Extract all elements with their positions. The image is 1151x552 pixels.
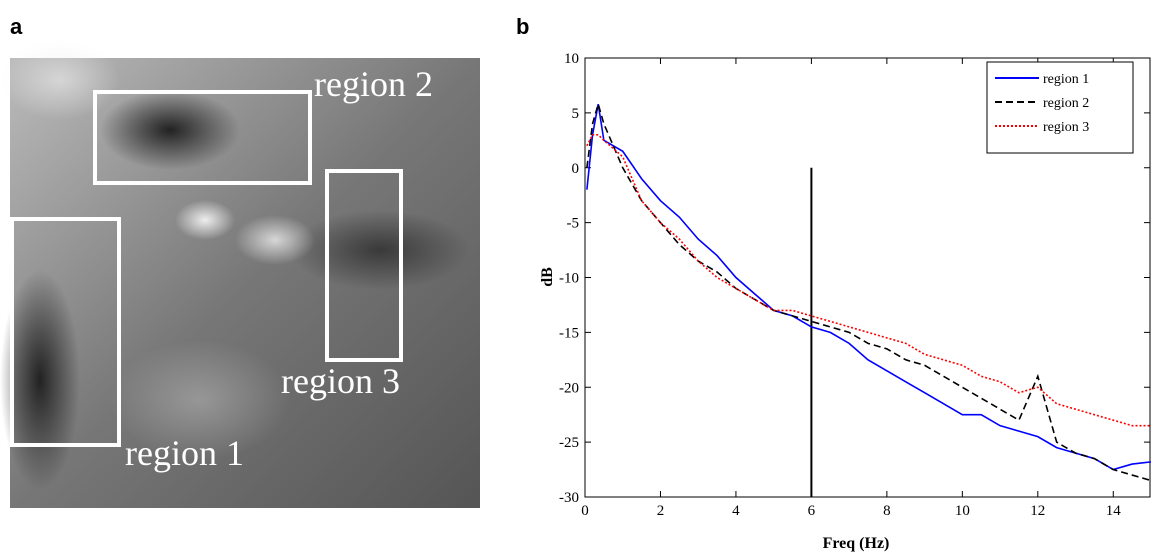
x-tick-label: 14 [1106, 503, 1122, 519]
y-tick-label: -20 [559, 380, 579, 396]
panel-label: b [516, 14, 529, 39]
region-label: region 3 [281, 361, 400, 401]
legend-entry: region 2 [1043, 96, 1089, 111]
y-tick-label: -25 [559, 435, 579, 451]
x-tick-label: 12 [1030, 503, 1045, 519]
panel-label: a [10, 14, 23, 39]
x-axis-title: Freq (Hz) [823, 535, 890, 552]
y-tick-label: -30 [559, 490, 579, 506]
x-tick-label: 10 [955, 503, 970, 519]
photo: region 1 region 2 region 3 [0, 40, 480, 508]
region-label: region 2 [314, 64, 433, 104]
y-axis-title: dB [539, 267, 556, 287]
region-label: region 1 [125, 433, 244, 473]
y-tick-label: -10 [559, 271, 579, 287]
x-tick-label: 2 [657, 503, 665, 519]
legend-entry: region 1 [1043, 72, 1089, 87]
y-tick-label: -15 [559, 325, 579, 341]
x-tick-label: 8 [883, 503, 891, 519]
y-tick-label: 10 [564, 51, 579, 67]
legend-entry: region 3 [1043, 120, 1089, 135]
y-tick-label: 5 [572, 106, 580, 122]
y-tick-label: -5 [567, 216, 580, 232]
x-tick-label: 0 [581, 503, 589, 519]
x-tick-label: 6 [808, 503, 816, 519]
x-tick-label: 4 [732, 503, 740, 519]
series-line [586, 103, 1151, 471]
y-tick-label: 0 [572, 161, 580, 177]
region-boxes [10, 90, 403, 447]
series-line [586, 134, 1151, 427]
series-line [586, 101, 1151, 482]
